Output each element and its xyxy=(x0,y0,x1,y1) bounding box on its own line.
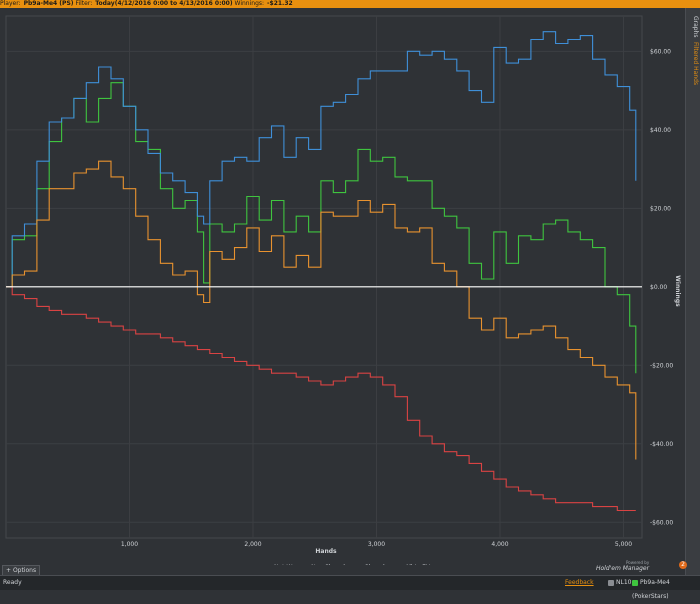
y-ticks: $60.00 $40.00 $20.00 $0.00 -$20.00 -$40.00 -$6… xyxy=(650,48,673,526)
legend-entry: All-In EV xyxy=(405,564,431,565)
brand-powered-by: Powered by xyxy=(626,560,650,565)
series-line-net-won xyxy=(6,82,637,374)
player-label: Player: xyxy=(0,0,21,7)
right-sidebar: Graphs Filtered Hands xyxy=(685,8,700,575)
winnings-chart: 1,000 2,000 3,000 4,000 5,000 $60.00 $40.00 $2… xyxy=(5,15,681,565)
y-tick-label: -$40.00 xyxy=(650,441,673,448)
legend-entry: Showdown xyxy=(365,564,398,565)
player-badge[interactable]: Pb9a-Me4 (PokerStars) xyxy=(632,576,700,604)
y-tick-label: $60.00 xyxy=(650,48,671,55)
stake-label: NL10 xyxy=(616,579,632,586)
stake-badge: NL10 xyxy=(608,576,631,590)
expand-icon: + xyxy=(6,567,12,574)
chart-series xyxy=(6,31,637,512)
x-ticks: 1,000 2,000 3,000 4,000 5,000 xyxy=(121,541,632,548)
status-bar: Ready Feedback NL10 Pb9a-Me4 (PokerStars… xyxy=(0,575,700,600)
player-icon xyxy=(632,579,638,586)
status-ready: Ready xyxy=(3,579,22,586)
series-line-showdown xyxy=(6,31,637,288)
y-tick-label: -$20.00 xyxy=(650,362,673,369)
options-label: Options xyxy=(12,567,37,574)
filter-label: Filter: xyxy=(75,0,93,7)
x-tick-label: 1,000 xyxy=(121,541,138,548)
x-tick-label: 4,000 xyxy=(491,541,508,548)
winnings-value: -$21.32 xyxy=(267,0,293,7)
x-tick-label: 2,000 xyxy=(244,541,261,548)
stake-icon xyxy=(608,579,614,586)
winnings-label: Winnings: xyxy=(234,0,265,7)
filter-value: Today(4/12/2016 0:00 to 4/13/2016 0:00) xyxy=(95,0,233,7)
legend-entry: Non Showdown xyxy=(311,564,357,565)
chart-grid xyxy=(5,15,643,539)
x-axis-label: Hands xyxy=(315,548,337,555)
y-tick-label: $0.00 xyxy=(650,284,667,291)
x-tick-label: 3,000 xyxy=(368,541,385,548)
series-line-all-in-ev xyxy=(6,160,637,460)
tab-graphs[interactable]: Graphs xyxy=(692,16,699,38)
chart-legend: Net Won Non Showdown Showdown All-In EV xyxy=(274,564,431,565)
x-tick-label: 5,000 xyxy=(615,541,632,548)
brand-logo: Powered by Hold'em Manager 2 xyxy=(596,560,687,574)
legend-entry: Net Won xyxy=(274,564,300,565)
player-value: Pb9a-Me4 (PS) xyxy=(23,0,74,7)
hm2-logo-icon: 2 xyxy=(679,561,687,569)
brand-name: Hold'em Manager xyxy=(596,565,650,572)
y-tick-label: -$60.00 xyxy=(650,519,673,526)
y-axis-label: Winnings xyxy=(674,275,681,307)
feedback-link[interactable]: Feedback xyxy=(565,579,594,586)
header-bar: Player: Pb9a-Me4 (PS) Filter: Today(4/12/2… xyxy=(0,0,700,8)
plot-frame xyxy=(5,15,643,539)
series-line-non-showdown xyxy=(6,286,636,512)
y-tick-label: $40.00 xyxy=(650,127,671,134)
y-tick-label: $20.00 xyxy=(650,205,671,212)
tab-filtered-hands[interactable]: Filtered Hands xyxy=(692,42,699,86)
